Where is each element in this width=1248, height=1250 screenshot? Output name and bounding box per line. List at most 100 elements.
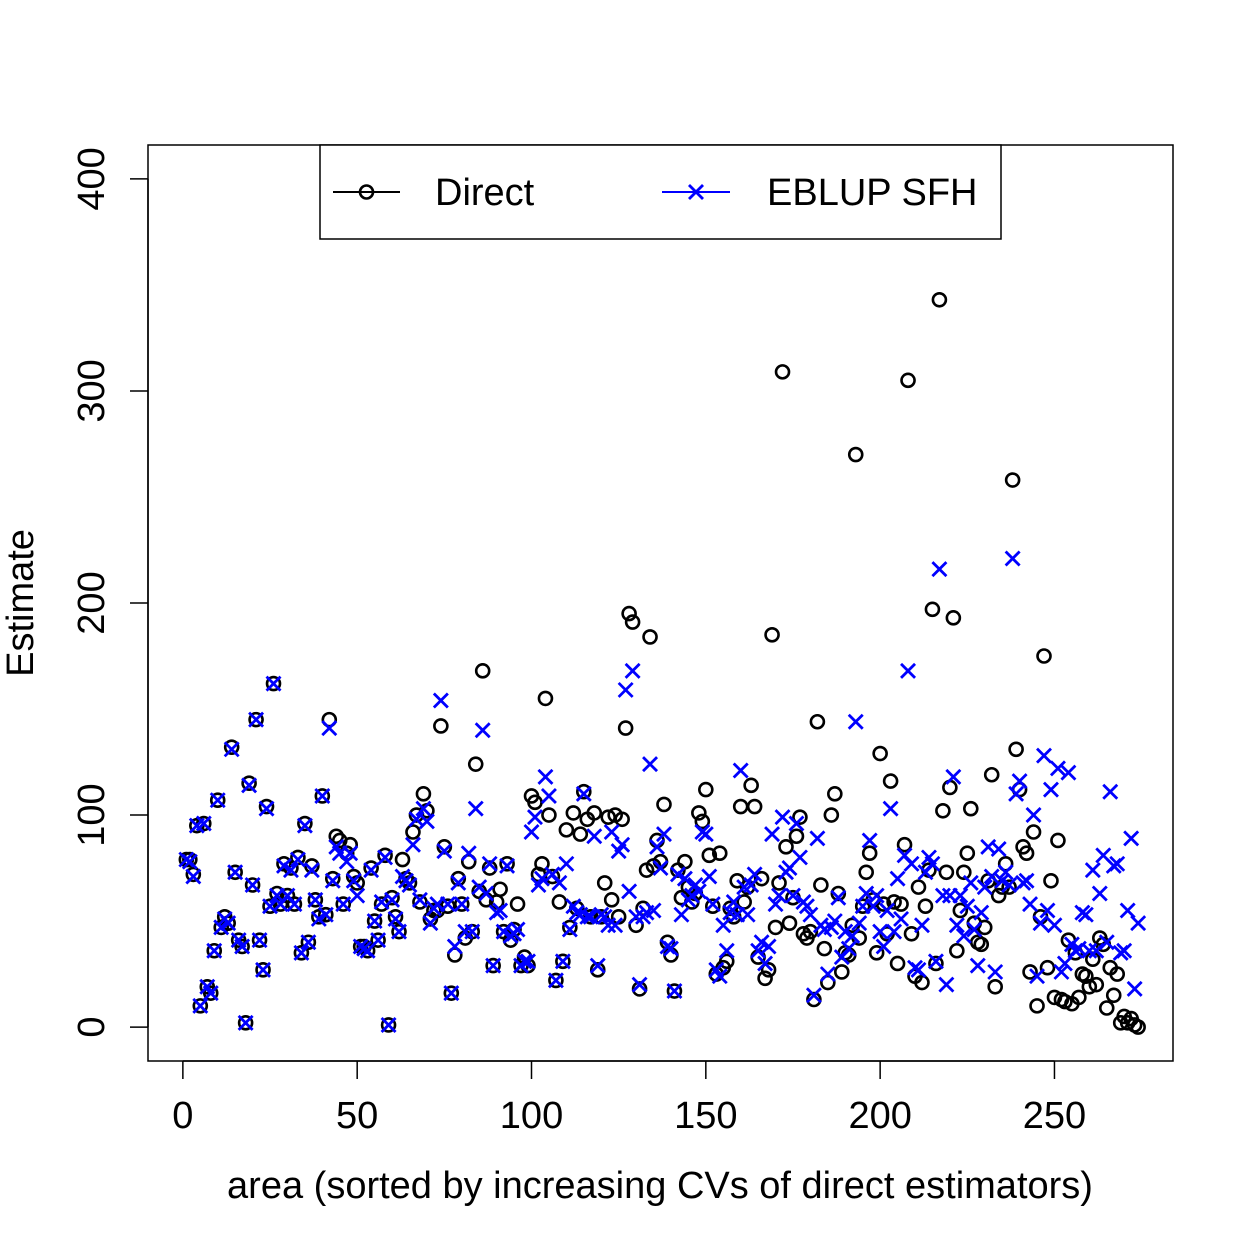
direct-point <box>1018 845 1035 862</box>
eblup-point <box>969 957 986 974</box>
direct-point <box>1098 1000 1115 1016</box>
eblup-point <box>966 921 983 938</box>
direct-point <box>589 962 606 978</box>
eblup-point <box>363 862 380 879</box>
eblup-point <box>384 891 401 908</box>
direct-point <box>872 745 888 762</box>
eblup-point <box>314 787 331 804</box>
direct-point <box>192 998 209 1014</box>
eblup-point <box>418 813 435 830</box>
direct-point <box>914 974 930 991</box>
eblup-point <box>450 874 467 891</box>
direct-point <box>945 610 962 626</box>
direct-point <box>795 925 812 942</box>
eblup-point <box>1049 760 1066 777</box>
direct-point <box>1071 989 1087 1006</box>
eblup-point <box>889 870 906 887</box>
eblup-point <box>474 722 491 739</box>
direct-point <box>555 953 571 970</box>
direct-point <box>318 906 334 923</box>
direct-point <box>631 981 648 997</box>
eblup-point <box>387 910 404 927</box>
eblup-point <box>439 896 456 913</box>
eblup-point <box>251 932 268 949</box>
direct-point <box>809 713 826 730</box>
eblup-point <box>642 756 659 773</box>
eblup-point <box>910 961 927 978</box>
eblup-point <box>757 955 774 972</box>
eblup-point <box>1008 785 1025 802</box>
eblup-point <box>631 976 648 993</box>
direct-point <box>251 932 268 948</box>
eblup-point <box>931 561 948 578</box>
direct-point <box>666 983 683 999</box>
eblup-point <box>962 874 979 891</box>
eblup-point <box>241 777 258 794</box>
eblup-point <box>809 830 826 847</box>
direct-point <box>656 796 672 813</box>
eblup-point <box>404 836 421 853</box>
eblup-point <box>244 877 261 893</box>
direct-point <box>492 881 508 898</box>
direct-point <box>764 627 780 643</box>
direct-point <box>293 945 310 961</box>
direct-point <box>642 629 658 645</box>
direct-point <box>363 860 379 876</box>
eblup-point <box>561 921 578 938</box>
eblup-point <box>927 953 944 970</box>
direct-point <box>436 839 453 855</box>
eblup-point <box>558 855 575 872</box>
legend: Direct EBLUP SFH <box>319 144 1002 240</box>
direct-point <box>698 781 714 798</box>
data-points <box>178 291 1147 1035</box>
direct-point <box>628 917 644 934</box>
direct-point <box>377 847 393 864</box>
direct-point <box>1004 472 1021 488</box>
eblup-point <box>481 855 498 872</box>
direct-point <box>868 945 885 961</box>
eblup-point <box>443 985 460 1002</box>
eblup-point <box>547 972 564 989</box>
eblup-point <box>872 923 889 940</box>
eblup-point <box>1029 968 1046 985</box>
direct-point <box>746 798 763 815</box>
eblup-point <box>607 917 624 934</box>
eblup-point <box>258 800 275 817</box>
eblup-point <box>342 845 359 862</box>
eblup-point <box>516 953 533 970</box>
eblup-point <box>317 906 334 923</box>
direct-point <box>258 798 275 815</box>
direct-point <box>548 972 564 989</box>
direct-point <box>1050 832 1066 849</box>
eblup-point <box>875 938 892 955</box>
eblup-point <box>924 855 941 872</box>
direct-point <box>499 856 515 872</box>
y-tick-label: 400 <box>71 147 113 210</box>
direct-point <box>827 786 843 802</box>
direct-point <box>182 851 198 868</box>
direct-point <box>1022 964 1038 980</box>
direct-point <box>990 887 1007 904</box>
direct-point <box>722 900 739 917</box>
eblup-point <box>551 874 568 891</box>
eblup-point <box>411 891 428 908</box>
eblup-point <box>1001 877 1018 893</box>
eblup-point <box>237 1014 254 1031</box>
direct-point <box>565 805 582 821</box>
direct-point <box>558 822 575 838</box>
direct-point <box>248 711 264 728</box>
eblup-point <box>1091 885 1108 902</box>
x-tick-label: 150 <box>674 1095 737 1137</box>
eblup-point <box>840 940 857 957</box>
direct-point <box>481 860 498 876</box>
eblup-point <box>1053 963 1070 980</box>
eblup-point <box>711 968 728 985</box>
eblup-point <box>303 862 320 879</box>
direct-point <box>691 805 707 821</box>
direct-point <box>537 690 554 707</box>
direct-point <box>394 851 411 868</box>
eblup-point <box>997 864 1014 881</box>
eblup-point <box>255 961 272 978</box>
eblup-point <box>798 898 815 915</box>
direct-point <box>896 836 913 853</box>
